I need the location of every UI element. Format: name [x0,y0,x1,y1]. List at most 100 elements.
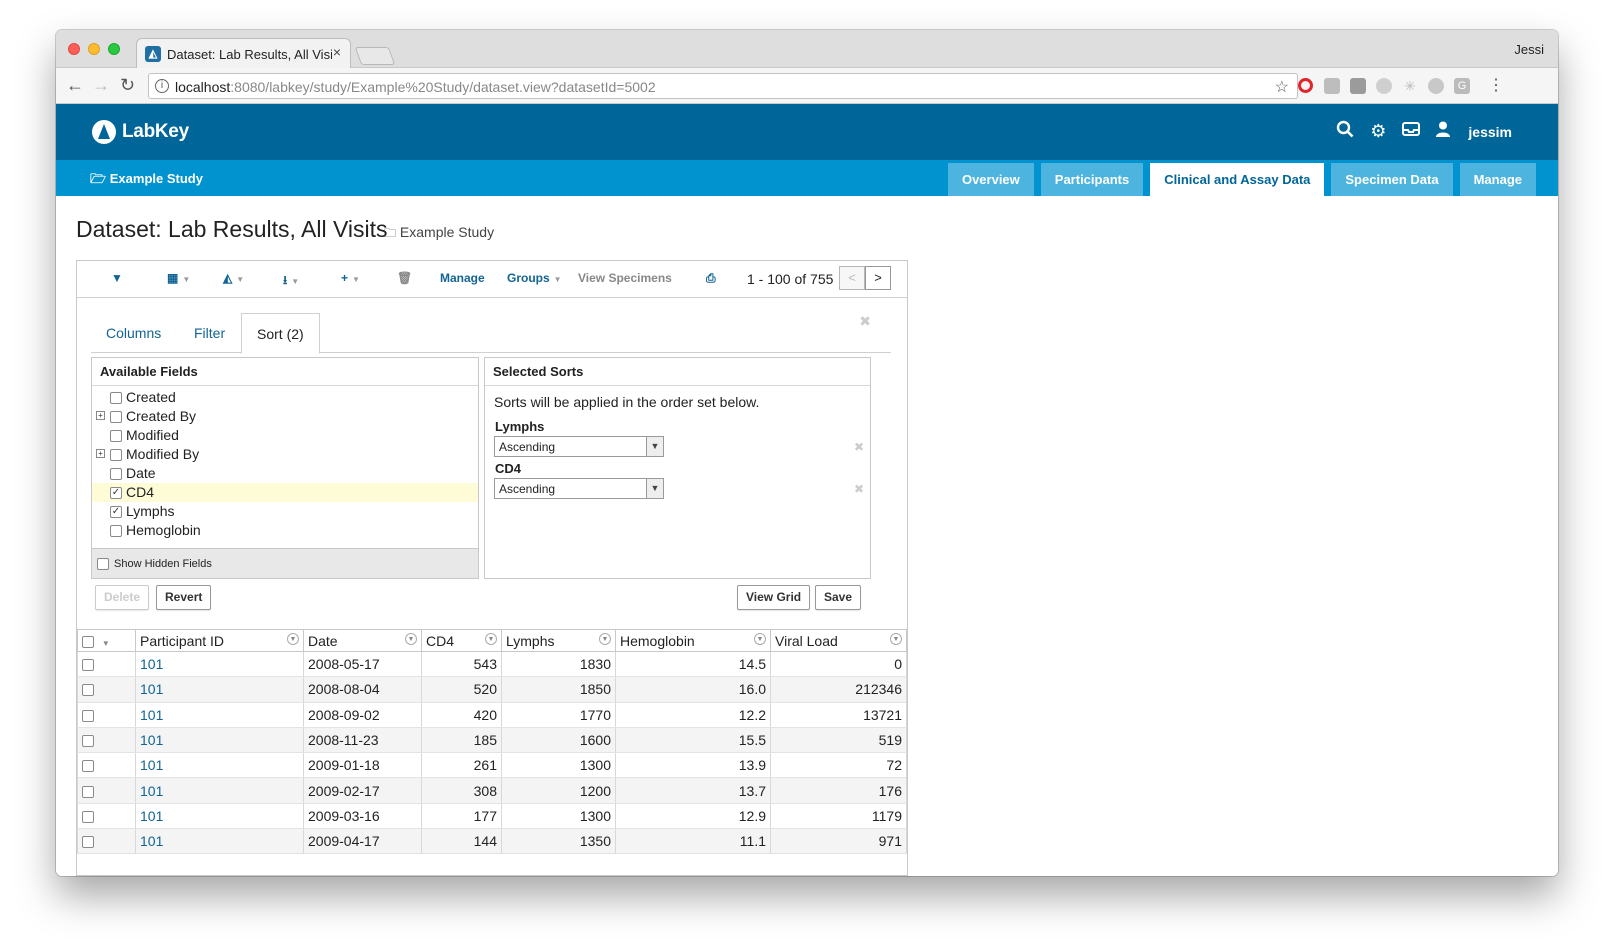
row-checkbox[interactable] [82,810,94,823]
url-text[interactable]: localhost:8080/labkey/study/Example%20St… [175,79,656,95]
column-menu-icon[interactable]: ▼ [287,633,299,645]
manage-button[interactable]: Manage [440,271,485,285]
opera-icon[interactable] [1298,78,1313,93]
extension-icon[interactable]: G [1454,78,1470,94]
field-checkbox[interactable] [110,392,122,404]
labkey-logo[interactable]: LabKey [92,118,189,146]
row-select-cell[interactable] [77,702,136,728]
url-bar[interactable]: i localhost:8080/labkey/study/Example%20… [148,73,1298,99]
star-icon[interactable]: ☆ [1274,79,1289,96]
participant-link[interactable]: 101 [135,803,304,830]
extension-icon[interactable] [1350,78,1366,94]
save-button[interactable]: Save [815,585,862,610]
field-checkbox-checked[interactable]: ✓ [110,506,122,518]
extension-icon[interactable] [1428,78,1444,94]
filter-icon[interactable]: ▼ [111,271,123,285]
row-checkbox[interactable] [82,735,94,748]
row-checkbox[interactable] [82,709,94,722]
remove-sort-icon[interactable]: ✖ [853,440,864,454]
sort-direction-select[interactable]: Ascending ▼ [494,478,664,499]
expand-icon[interactable]: + [96,449,105,458]
chevron-down-icon[interactable]: ▼ [101,638,110,648]
print-icon[interactable]: ⎙ [706,271,716,285]
previous-page-button[interactable]: < [839,266,865,290]
tab-close-icon[interactable]: × [332,44,341,60]
row-checkbox[interactable] [82,785,94,798]
profile-name[interactable]: Jessi [1514,42,1544,57]
close-icon[interactable]: ✖ [859,313,871,329]
field-checkbox[interactable] [110,430,122,442]
grid-views-button[interactable]: ▦ ▼ [167,271,190,285]
column-menu-icon[interactable]: ▼ [405,633,417,645]
trash-icon[interactable]: 🗑 [397,271,413,285]
chevron-down-icon[interactable]: ▼ [646,479,663,498]
table-row[interactable]: 101 2008-05-17 543 1830 14.5 0 [77,651,907,678]
tab-participants[interactable]: Participants [1040,163,1144,196]
search-icon[interactable] [1336,120,1354,143]
column-header[interactable]: Participant ID ▼ [135,629,304,652]
row-select-cell[interactable] [77,651,136,678]
view-grid-button[interactable]: View Grid [737,585,811,610]
field-checkbox[interactable] [110,449,122,461]
table-row[interactable]: 101 2009-03-16 177 1300 12.9 1179 [77,803,907,830]
export-button[interactable]: ⭳ ▼ [283,271,299,292]
close-window-button[interactable] [68,43,80,55]
extension-icon[interactable] [1376,78,1392,94]
maximize-window-button[interactable] [108,43,120,55]
revert-button[interactable]: Revert [156,585,212,610]
browser-tab[interactable]: ◭ Dataset: Lab Results, All Visits × [136,38,351,69]
tab-specimen-data[interactable]: Specimen Data [1331,163,1453,196]
table-row[interactable]: 101 2008-08-04 520 1850 16.0 212346 [77,676,907,703]
table-row[interactable]: 101 2009-04-17 144 1350 11.1 971 [77,828,907,855]
column-menu-icon[interactable]: ▼ [485,633,497,645]
extension-icon[interactable]: ✳ [1404,78,1416,94]
field-item[interactable]: Hemoglobin [92,521,478,540]
expand-icon[interactable]: + [96,411,105,420]
groups-button[interactable]: Groups ▼ [507,271,562,285]
participant-link[interactable]: 101 [135,727,304,754]
user-icon[interactable] [1436,121,1451,142]
sort-direction-select[interactable]: Ascending ▼ [494,436,664,457]
column-header[interactable]: Viral Load ▼ [770,629,907,652]
remove-sort-icon[interactable]: ✖ [853,482,864,496]
inbox-icon[interactable] [1402,121,1421,142]
field-checkbox[interactable] [110,411,122,423]
row-checkbox[interactable] [82,760,94,773]
field-item[interactable]: ✓ CD4 [92,483,478,502]
tab-clinical-and-assay-data[interactable]: Clinical and Assay Data [1150,163,1325,196]
tab-sort[interactable]: Sort (2) [241,313,320,354]
extension-icon[interactable] [1324,78,1340,94]
row-select-cell[interactable] [77,777,136,804]
field-item[interactable]: + Created By [92,407,478,426]
tab-overview[interactable]: Overview [947,163,1034,196]
back-icon[interactable]: ← [66,75,84,95]
info-icon[interactable]: i [155,79,169,93]
select-all-header[interactable]: ▼ [77,629,136,652]
participant-link[interactable]: 101 [135,752,304,779]
field-checkbox-checked[interactable]: ✓ [110,487,122,499]
row-select-cell[interactable] [77,676,136,703]
table-row[interactable]: 101 2009-02-17 308 1200 13.7 176 [77,777,907,804]
row-checkbox[interactable] [82,659,94,672]
username[interactable]: jessim [1468,123,1512,140]
tab-filter[interactable]: Filter [194,325,226,341]
column-menu-icon[interactable]: ▼ [754,633,766,645]
row-select-cell[interactable] [77,727,136,754]
new-tab-button[interactable] [354,47,396,65]
column-header[interactable]: Lymphs ▼ [501,629,616,652]
table-row[interactable]: 101 2008-09-02 420 1770 12.2 13721 [77,702,907,728]
select-all-checkbox[interactable] [82,635,94,648]
field-item[interactable]: + Modified By [92,445,478,464]
participant-link[interactable]: 101 [135,676,304,703]
table-row[interactable]: 101 2009-01-18 261 1300 13.9 72 [77,752,907,779]
column-menu-icon[interactable]: ▼ [599,633,611,645]
reload-icon[interactable]: ↻ [120,75,136,95]
column-menu-icon[interactable]: ▼ [890,633,902,645]
menu-icon[interactable]: ⋮ [1488,77,1504,94]
row-select-cell[interactable] [77,803,136,830]
column-header[interactable]: Hemoglobin ▼ [615,629,771,652]
minimize-window-button[interactable] [88,43,100,55]
row-checkbox[interactable] [82,684,94,697]
view-specimens-button[interactable]: View Specimens [578,271,672,285]
chevron-down-icon[interactable]: ▼ [646,437,663,456]
